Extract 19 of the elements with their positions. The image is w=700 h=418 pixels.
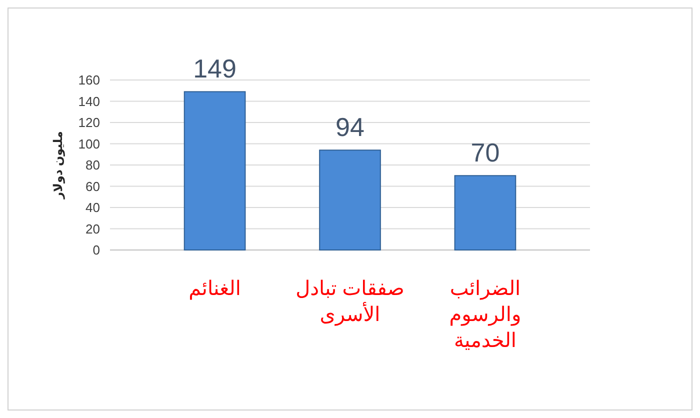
x-tick-label: الضرائب والرسوم الخدمية — [449, 278, 522, 352]
data-label: 94 — [336, 112, 364, 142]
bar — [184, 91, 246, 250]
x-tick-label: الغنائم — [188, 278, 241, 300]
y-tick-label: 40 — [86, 200, 100, 216]
y-tick-label: 20 — [86, 221, 100, 236]
x-tick-label: صفقات تبادل الأسرى — [296, 278, 404, 326]
data-label: 149 — [193, 54, 236, 84]
y-axis-title: مليون دولار — [51, 131, 65, 200]
y-tick-label: 80 — [86, 158, 100, 173]
data-label: 70 — [470, 138, 500, 168]
bar — [454, 175, 516, 250]
y-tick-label: 160 — [78, 72, 100, 88]
y-tick-label: 120 — [78, 115, 100, 130]
y-tick-label: 140 — [78, 94, 100, 109]
y-tick-label: 60 — [86, 178, 100, 194]
y-tick-label: 100 — [78, 136, 100, 152]
bar — [319, 150, 381, 250]
y-tick-label: 0 — [92, 242, 100, 258]
